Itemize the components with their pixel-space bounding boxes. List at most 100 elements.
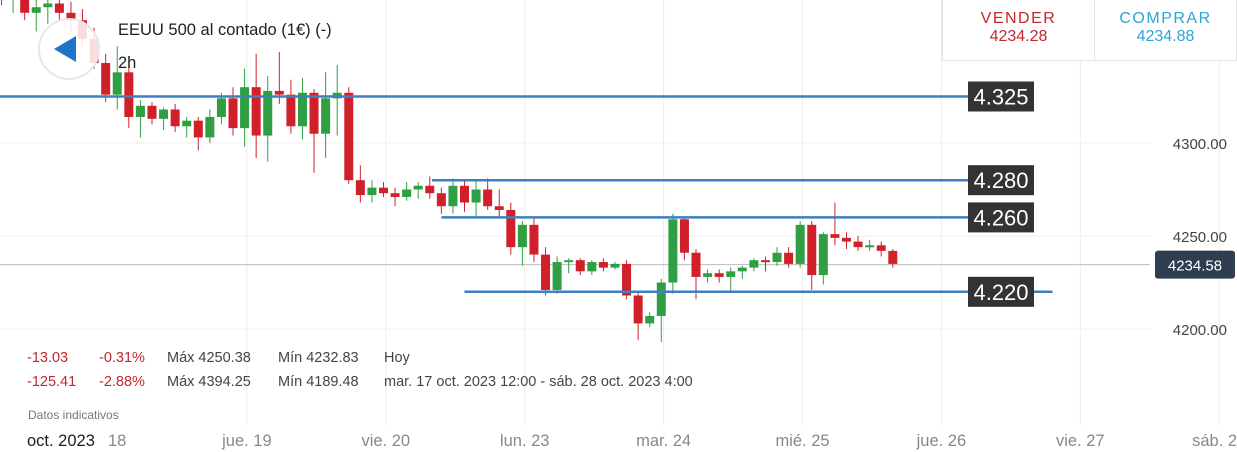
today-min: Mín 4232.83 <box>278 350 359 366</box>
x-tick-label: jue. 26 <box>916 432 967 450</box>
candle-body <box>668 219 678 283</box>
candle <box>1 0 3 6</box>
candle <box>726 267 736 292</box>
candle-body <box>182 120 192 127</box>
candle <box>830 202 840 246</box>
candle-body <box>425 185 435 194</box>
candle-body <box>20 0 30 13</box>
candle <box>31 0 41 32</box>
candle <box>54 0 64 21</box>
candle <box>101 53 111 103</box>
sell-button[interactable]: VENDER 4234.28 <box>942 0 1095 61</box>
candle <box>286 79 296 134</box>
candle-body <box>170 109 180 127</box>
candle-body <box>483 189 493 207</box>
candle <box>20 0 30 21</box>
candle-body <box>598 262 608 268</box>
candle-body <box>228 98 238 129</box>
candle-body <box>876 245 886 251</box>
x-tick-label: vie. 20 <box>361 432 410 450</box>
candle <box>228 87 238 136</box>
candle <box>147 102 157 125</box>
candle <box>841 232 851 250</box>
candle-body <box>240 87 250 129</box>
candle <box>378 182 388 197</box>
x-tick-label: vie. 27 <box>1056 432 1105 450</box>
candle <box>541 247 551 296</box>
candle <box>205 109 215 143</box>
candle-body <box>714 273 724 277</box>
candle <box>552 256 562 294</box>
candle-body <box>830 234 840 238</box>
candle <box>413 182 423 199</box>
today-range: Hoy <box>384 350 410 366</box>
candle <box>865 239 875 251</box>
candle-body <box>274 90 284 95</box>
candle-body <box>205 116 215 138</box>
current-price-tag-text: 4234.58 <box>1168 258 1222 275</box>
candle <box>263 76 273 162</box>
candle-body <box>691 252 701 277</box>
candle-body <box>448 185 458 207</box>
candle <box>587 260 597 276</box>
candle-body <box>784 252 794 264</box>
candle <box>772 247 782 266</box>
candle-body <box>888 250 898 264</box>
candle <box>818 232 828 285</box>
x-tick-label: mar. 24 <box>636 432 691 450</box>
candle-body <box>402 189 412 197</box>
level-label: 4.280 <box>968 165 1034 196</box>
period-change: -125.41 <box>27 374 77 390</box>
candle <box>471 180 481 218</box>
candle-body <box>841 237 851 242</box>
candle <box>888 249 898 268</box>
timeframe-label[interactable]: 2h <box>118 54 137 72</box>
y-tick-label: 4300.00 <box>1173 136 1227 153</box>
buy-price: 4234.88 <box>1136 28 1195 45</box>
candle <box>321 72 331 158</box>
candle <box>460 180 470 212</box>
instrument-title: EEUU 500 al contado (1€) (-) <box>118 21 332 39</box>
candle <box>390 187 400 207</box>
candle-body <box>703 273 713 277</box>
candle-body <box>610 263 620 268</box>
period-change-pct: -2.88% <box>99 374 145 390</box>
candle-body <box>737 267 747 272</box>
sell-price: 4234.28 <box>989 28 1048 45</box>
level-label: 4.220 <box>968 276 1034 307</box>
candle <box>159 107 169 130</box>
candle <box>240 68 250 147</box>
level-lines-layer: 4.325 4.280 4.260 4.220 <box>0 81 1053 307</box>
candle-body <box>112 72 122 95</box>
grid-layer <box>0 0 1220 425</box>
candle <box>679 217 689 261</box>
candle-body <box>286 94 296 127</box>
candle-body <box>587 262 597 272</box>
candle-body <box>436 193 446 207</box>
candle <box>784 247 794 268</box>
level-label-box <box>968 81 1034 112</box>
y-tick-label: 4200.00 <box>1173 322 1227 339</box>
candle <box>622 260 632 300</box>
current-price-tag-layer: 4234.58 <box>1155 250 1235 279</box>
candle-body <box>413 185 423 190</box>
candle <box>633 291 643 341</box>
buy-button[interactable]: COMPRAR 4234.88 <box>1094 0 1237 61</box>
candle <box>598 258 608 272</box>
x-tick-label: sáb. 28 <box>1192 432 1237 450</box>
candle-body <box>193 120 203 138</box>
candle <box>610 262 620 270</box>
candle <box>645 312 655 328</box>
candle-body <box>309 92 319 134</box>
x-tick-label: oct. 2023 <box>27 432 95 450</box>
candle-body <box>575 260 585 272</box>
candle <box>737 265 747 279</box>
candle-body <box>853 241 863 248</box>
candle <box>483 178 493 210</box>
back-button[interactable] <box>38 18 100 80</box>
candle-body <box>263 90 273 136</box>
candle-body <box>772 252 782 263</box>
today-change-pct: -0.31% <box>99 350 145 366</box>
candle <box>332 64 342 136</box>
